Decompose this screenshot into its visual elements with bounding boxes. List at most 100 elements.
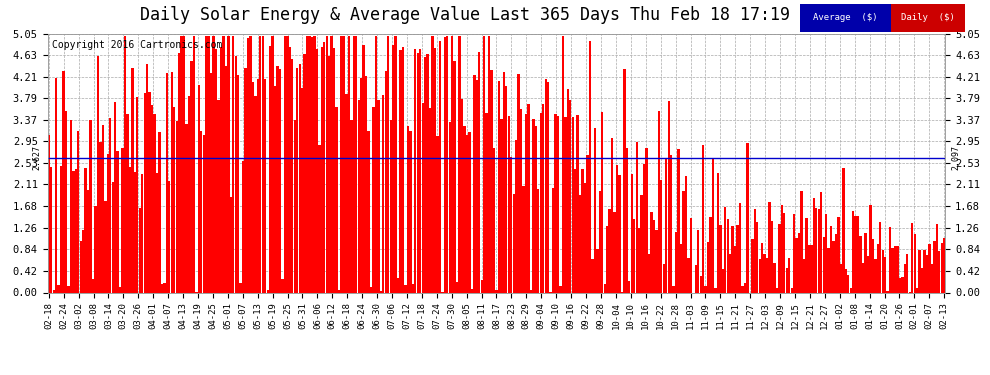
Bar [896,246,899,292]
Bar [596,249,599,292]
Bar [647,254,650,292]
Bar [424,57,427,292]
Bar [281,279,283,292]
Bar [470,290,473,292]
Bar [798,233,800,292]
Bar [382,94,384,292]
Bar [417,53,419,292]
Bar [732,226,734,292]
Bar [695,264,697,292]
Bar [547,82,549,292]
Bar [495,290,498,292]
Bar [306,36,308,292]
Bar [724,207,727,292]
Bar [392,45,394,292]
Bar [367,131,369,292]
Bar [633,219,636,292]
Bar [52,290,54,292]
Bar [109,118,112,292]
Bar [697,230,699,292]
Text: 2.627: 2.627 [33,146,42,170]
Bar [308,36,311,292]
Bar [67,286,69,292]
Bar [129,167,131,292]
Bar [566,89,569,292]
Bar [682,190,685,292]
Bar [601,112,604,292]
Bar [422,103,424,292]
Bar [490,70,493,292]
Bar [508,116,510,292]
Bar [74,169,77,292]
Bar [503,72,505,292]
Bar [939,251,940,292]
Bar [589,41,591,292]
Bar [889,226,891,292]
Bar [808,244,810,292]
Bar [766,258,768,292]
Bar [584,183,586,292]
Bar [795,238,798,292]
Bar [453,61,455,292]
Bar [409,131,412,292]
Bar [461,99,463,292]
Bar [793,214,795,292]
Bar [879,222,881,292]
Bar [641,195,643,292]
Bar [137,97,139,292]
Bar [254,96,256,292]
Bar [347,36,350,292]
Bar [235,56,237,292]
Bar [163,284,165,292]
Bar [891,248,894,292]
Bar [208,36,210,292]
Bar [242,160,245,292]
Bar [321,47,323,292]
Bar [768,202,771,292]
Bar [533,119,535,292]
Bar [604,284,606,292]
Bar [621,291,623,292]
Bar [69,120,72,292]
Bar [155,173,158,292]
Bar [854,216,856,292]
Bar [685,176,687,292]
Bar [874,259,876,292]
Bar [919,250,921,292]
Bar [251,82,254,292]
Bar [705,286,707,292]
Bar [284,36,286,292]
Bar [624,69,626,292]
Bar [614,213,616,292]
Bar [458,36,460,292]
Bar [380,291,382,292]
Bar [727,219,729,292]
Text: Average  ($): Average ($) [813,13,878,22]
Bar [815,209,818,292]
Bar [451,36,453,292]
Bar [833,242,835,292]
Bar [561,36,564,292]
Bar [168,181,170,292]
Bar [700,276,702,292]
Bar [77,131,79,292]
Bar [92,279,94,292]
Bar [264,79,266,292]
Bar [756,222,758,292]
Bar [823,237,825,292]
Bar [783,213,785,292]
Bar [397,278,399,292]
Bar [911,223,914,292]
Bar [230,197,232,292]
Bar [360,78,362,292]
Bar [828,248,830,292]
Bar [916,288,919,292]
Bar [500,119,503,292]
Bar [520,108,523,292]
Bar [914,234,916,292]
Bar [574,169,576,292]
Bar [355,36,357,292]
Bar [849,288,852,292]
Bar [758,259,761,292]
Bar [926,255,929,292]
